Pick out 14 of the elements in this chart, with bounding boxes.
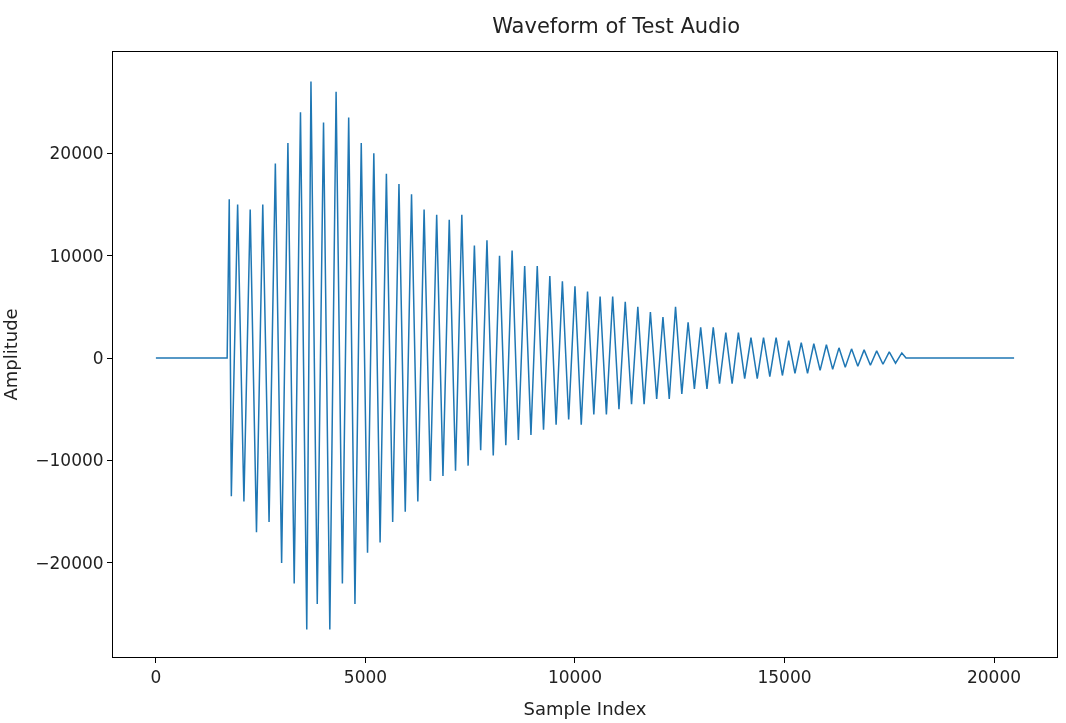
y-tick-label: −20000 <box>35 552 104 573</box>
x-axis-title: Sample Index <box>523 697 647 719</box>
line-series <box>155 80 1015 631</box>
x-tick-label: 20000 <box>966 667 1022 688</box>
x-tick-label: 10000 <box>547 667 603 688</box>
y-tick-label: 10000 <box>49 245 104 266</box>
chart-title: Waveform of Test Audio <box>492 13 741 38</box>
y-axis-title: Amplitude <box>0 308 21 401</box>
y-tick-label: 20000 <box>49 143 104 164</box>
y-tick-label: 0 <box>92 348 104 369</box>
y-tick-label: −10000 <box>35 450 104 471</box>
x-tick-label: 5000 <box>343 667 388 688</box>
x-tick-label: 0 <box>150 667 162 688</box>
x-tick-label: 15000 <box>757 667 812 688</box>
